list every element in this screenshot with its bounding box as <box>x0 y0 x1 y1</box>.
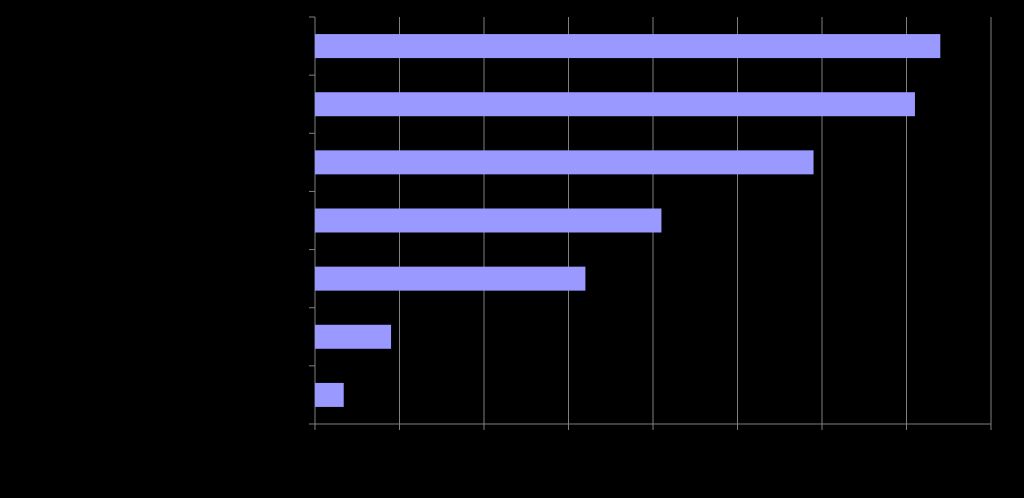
bar <box>315 92 915 117</box>
bar <box>315 208 662 233</box>
bar <box>315 150 814 175</box>
bar <box>315 382 344 407</box>
bar <box>315 324 392 349</box>
bar <box>315 34 941 59</box>
bar <box>315 266 586 291</box>
